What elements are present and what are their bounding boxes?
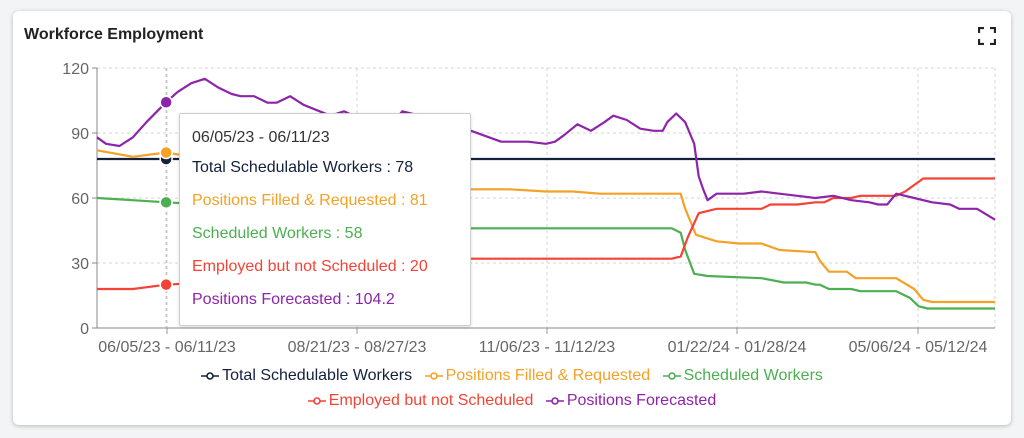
legend-item[interactable]: Scheduled Workers bbox=[662, 367, 823, 385]
legend-row-1: Total Schedulable Workers Positions Fill… bbox=[0, 367, 1024, 386]
legend-marker-icon bbox=[307, 397, 326, 405]
x-tick-label: 08/21/23 - 08/27/23 bbox=[288, 339, 427, 356]
tooltip-line: Positions Filled & Requested : 81 bbox=[192, 192, 428, 209]
tooltip-line: Scheduled Workers : 58 bbox=[192, 225, 363, 242]
legend-label: Scheduled Workers bbox=[683, 367, 823, 384]
legend-row-2: Employed but not Scheduled Positions For… bbox=[0, 392, 1024, 411]
tooltip-line: Employed but not Scheduled : 20 bbox=[192, 258, 428, 275]
tooltip-line: Positions Forecasted : 104.2 bbox=[192, 291, 395, 308]
legend-marker-icon bbox=[662, 372, 681, 380]
legend-label: Total Schedulable Workers bbox=[222, 367, 413, 384]
legend-item[interactable]: Employed but not Scheduled bbox=[307, 392, 534, 410]
fullscreen-icon[interactable] bbox=[978, 27, 996, 45]
legend-item[interactable]: Positions Filled & Requested bbox=[424, 367, 651, 385]
hover-marker bbox=[159, 95, 173, 109]
tooltip: 06/05/23 - 06/11/23 Total Schedulable Wo… bbox=[179, 113, 471, 326]
y-tick-label: 90 bbox=[71, 126, 89, 143]
y-tick-label: 60 bbox=[71, 191, 89, 208]
chart-title: Workforce Employment bbox=[24, 26, 204, 43]
legend-label: Positions Forecasted bbox=[566, 392, 717, 409]
y-tick-label: 0 bbox=[80, 321, 89, 338]
legend-marker-icon bbox=[201, 372, 220, 380]
tooltip-header: 06/05/23 - 06/11/23 bbox=[192, 129, 330, 146]
series-line bbox=[96, 77, 996, 221]
x-tick-label: 06/05/23 - 06/11/23 bbox=[98, 339, 236, 356]
legend-marker-icon bbox=[424, 372, 443, 380]
y-tick-label: 120 bbox=[62, 61, 89, 78]
legend-item[interactable]: Total Schedulable Workers bbox=[201, 367, 412, 385]
tooltip-line: Total Schedulable Workers : 78 bbox=[192, 159, 414, 176]
legend-label: Employed but not Scheduled bbox=[328, 392, 534, 409]
hover-marker bbox=[159, 145, 173, 160]
legend-item[interactable]: Positions Forecasted bbox=[545, 392, 717, 410]
x-tick-label: 11/06/23 - 11/12/23 bbox=[479, 339, 616, 356]
legend-label: Positions Filled & Requested bbox=[445, 367, 651, 384]
hover-marker bbox=[159, 195, 173, 210]
x-tick-label: 01/22/24 - 01/28/24 bbox=[668, 339, 807, 356]
x-tick-label: 05/06/24 - 05/12/24 bbox=[849, 339, 988, 356]
y-tick-label: 30 bbox=[71, 256, 89, 273]
legend-marker-icon bbox=[545, 397, 564, 405]
hover-marker bbox=[159, 277, 173, 292]
